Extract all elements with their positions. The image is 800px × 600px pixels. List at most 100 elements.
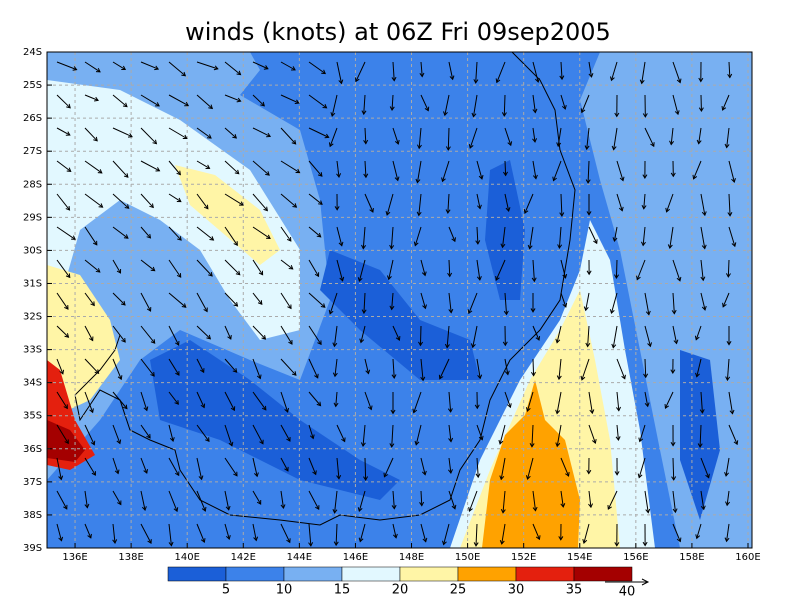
wind-arrow <box>448 259 451 277</box>
wind-arrow-head <box>174 471 180 477</box>
wind-arrow <box>607 490 618 510</box>
wind-arrow-head <box>584 145 590 151</box>
wind-arrow <box>581 94 590 113</box>
wind-arrow-head <box>451 237 456 243</box>
wind-arrow-head <box>638 437 644 443</box>
wind-arrow <box>252 457 258 477</box>
wind-arrow <box>726 358 730 381</box>
wind-arrow-head <box>422 537 428 543</box>
wind-arrow <box>84 61 101 73</box>
wind-arrow-head <box>642 541 648 547</box>
wind-arrow-head <box>280 504 286 510</box>
wind-arrow <box>499 424 506 445</box>
wind-arrow-head <box>641 204 647 210</box>
wind-arrow-head <box>63 404 68 410</box>
wind-arrow-head <box>500 243 506 249</box>
lon-label: 140E <box>174 552 199 563</box>
wind-arrow <box>672 94 679 115</box>
wind-arrow <box>140 391 148 411</box>
graticule <box>47 52 752 548</box>
wind-arrow <box>168 292 187 308</box>
wind-arrow-head <box>470 343 476 349</box>
field-5d <box>680 350 720 520</box>
wind-arrow-head <box>143 468 148 474</box>
wind-arrow-head <box>585 179 591 184</box>
wind-arrow-head <box>612 237 618 243</box>
wind-arrow <box>280 523 291 543</box>
lon-label: 150E <box>455 552 480 563</box>
wind-arrow-head <box>468 144 474 149</box>
wind-arrow-head <box>146 433 151 439</box>
wind-arrow-head <box>363 476 369 481</box>
wind-arrow <box>672 490 676 513</box>
wind-arrow-head <box>121 337 126 343</box>
wind-arrow <box>280 457 289 472</box>
wind-arrow <box>420 61 423 77</box>
wind-arrow-head <box>206 334 212 340</box>
wind-arrow <box>358 259 366 282</box>
wind-arrow-head <box>227 335 232 340</box>
wind-arrow-head <box>332 372 338 378</box>
wind-arrow <box>308 226 322 238</box>
wind-arrow-head <box>127 133 133 138</box>
vector-key-head <box>641 578 650 586</box>
wind-arrow-head <box>582 539 588 544</box>
wind-arrow <box>280 490 284 509</box>
wind-arrow <box>308 193 323 205</box>
wind-arrow <box>448 61 454 80</box>
wind-arrow-head <box>181 303 187 308</box>
wind-arrow <box>553 160 562 181</box>
wind-arrow <box>476 193 481 209</box>
lon-label: 156E <box>623 552 648 563</box>
wind-arrow-head <box>478 174 484 180</box>
wind-arrow <box>329 292 338 314</box>
wind-arrow <box>336 424 346 442</box>
wind-arrow-head <box>672 508 678 514</box>
wind-arrow-head <box>669 140 675 146</box>
wind-arrow-head <box>176 273 182 278</box>
wind-arrow <box>56 160 72 172</box>
lon-label: 144E <box>287 552 312 563</box>
wind-arrow-head <box>529 442 535 448</box>
wind-arrow-head <box>614 274 620 280</box>
wind-arrow <box>56 193 70 211</box>
wind-arrow <box>616 424 619 441</box>
wind-arrow-head <box>618 206 624 212</box>
wind-arrow <box>308 457 317 475</box>
wind-arrow <box>224 226 238 246</box>
wind-arrow <box>112 292 126 306</box>
wind-arrow-head <box>607 505 612 510</box>
wind-arrow <box>224 391 235 411</box>
wind-arrow <box>725 457 730 476</box>
wind-arrow-head <box>413 241 419 247</box>
wind-arrow-head <box>94 96 99 102</box>
wind-arrow <box>444 94 450 116</box>
wind-arrow-head <box>495 276 500 281</box>
wind-arrow-head <box>90 301 95 307</box>
wind-arrow <box>468 490 478 512</box>
wind-arrow <box>726 523 730 542</box>
wind-arrow <box>140 61 159 70</box>
wind-arrow <box>140 193 154 208</box>
wind-arrow-head <box>232 134 238 139</box>
wind-arrow <box>638 457 646 478</box>
wind-arrow <box>362 226 366 249</box>
wind-arrow <box>112 259 121 274</box>
wind-arrow <box>616 193 623 211</box>
wind-arrow-head <box>205 164 211 169</box>
wind-arrow-head <box>692 174 698 180</box>
wind-arrow-head <box>233 241 238 247</box>
wind-arrow <box>700 391 703 413</box>
wind-arrow <box>442 160 450 182</box>
wind-arrow <box>308 94 327 109</box>
colorbar-label: 35 <box>566 583 583 598</box>
wind-arrow-head <box>725 501 730 507</box>
wind-arrow-head <box>173 507 179 513</box>
wind-arrow <box>84 490 88 508</box>
wind-arrow <box>448 424 452 442</box>
wind-arrow <box>418 193 422 216</box>
wind-arrow-head <box>643 373 649 379</box>
wind-arrow-head <box>640 241 646 247</box>
wind-arrow-head <box>698 77 704 83</box>
